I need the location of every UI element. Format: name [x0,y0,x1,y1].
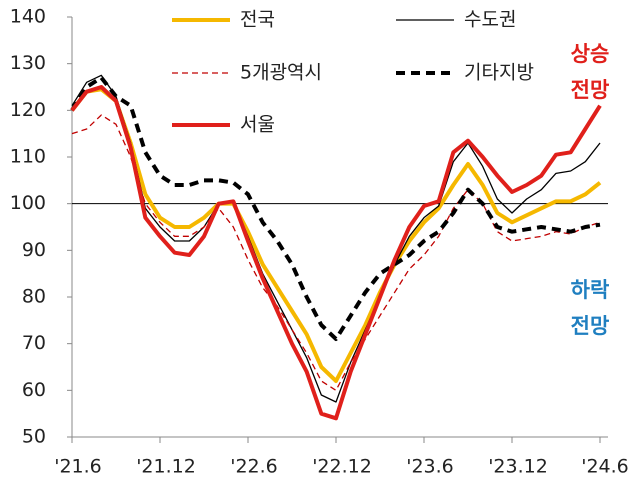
x-tick-label: '21.6 [54,456,102,478]
y-tick-label: 130 [10,52,46,74]
legend-label: 전국 [240,9,275,31]
x-tick-label: '23.12 [488,456,548,478]
y-tick-label: 110 [10,146,46,168]
annotation: 하락 [571,278,610,302]
legend-label: 수도권 [464,9,516,31]
annotation: 전망 [571,314,610,338]
x-tick-label: '22.6 [230,456,278,478]
series-line [70,75,601,341]
y-tick-label: 100 [10,192,46,214]
y-tick-label: 120 [10,99,46,121]
annotation: 전망 [571,78,610,102]
x-tick-label: '22.12 [312,456,372,478]
series-line [70,87,602,383]
x-tick-label: '24.6 [581,456,629,478]
x-tick-label: '23.6 [406,456,454,478]
series-line [70,85,602,421]
y-tick-label: 70 [22,332,46,354]
y-tick-label: 90 [22,239,46,261]
series-line [71,114,601,391]
y-tick-label: 50 [22,426,46,448]
y-tick-label: 140 [10,6,46,28]
x-tick-label: '21.12 [136,456,196,478]
legend-label: 5개광역시 [240,62,322,84]
y-tick-label: 80 [22,286,46,308]
legend-label: 서울 [240,114,275,136]
series-line [71,74,601,403]
annotation: 상승 [571,42,610,66]
legend-label: 기타지방 [464,62,534,84]
y-tick-label: 60 [22,379,46,401]
